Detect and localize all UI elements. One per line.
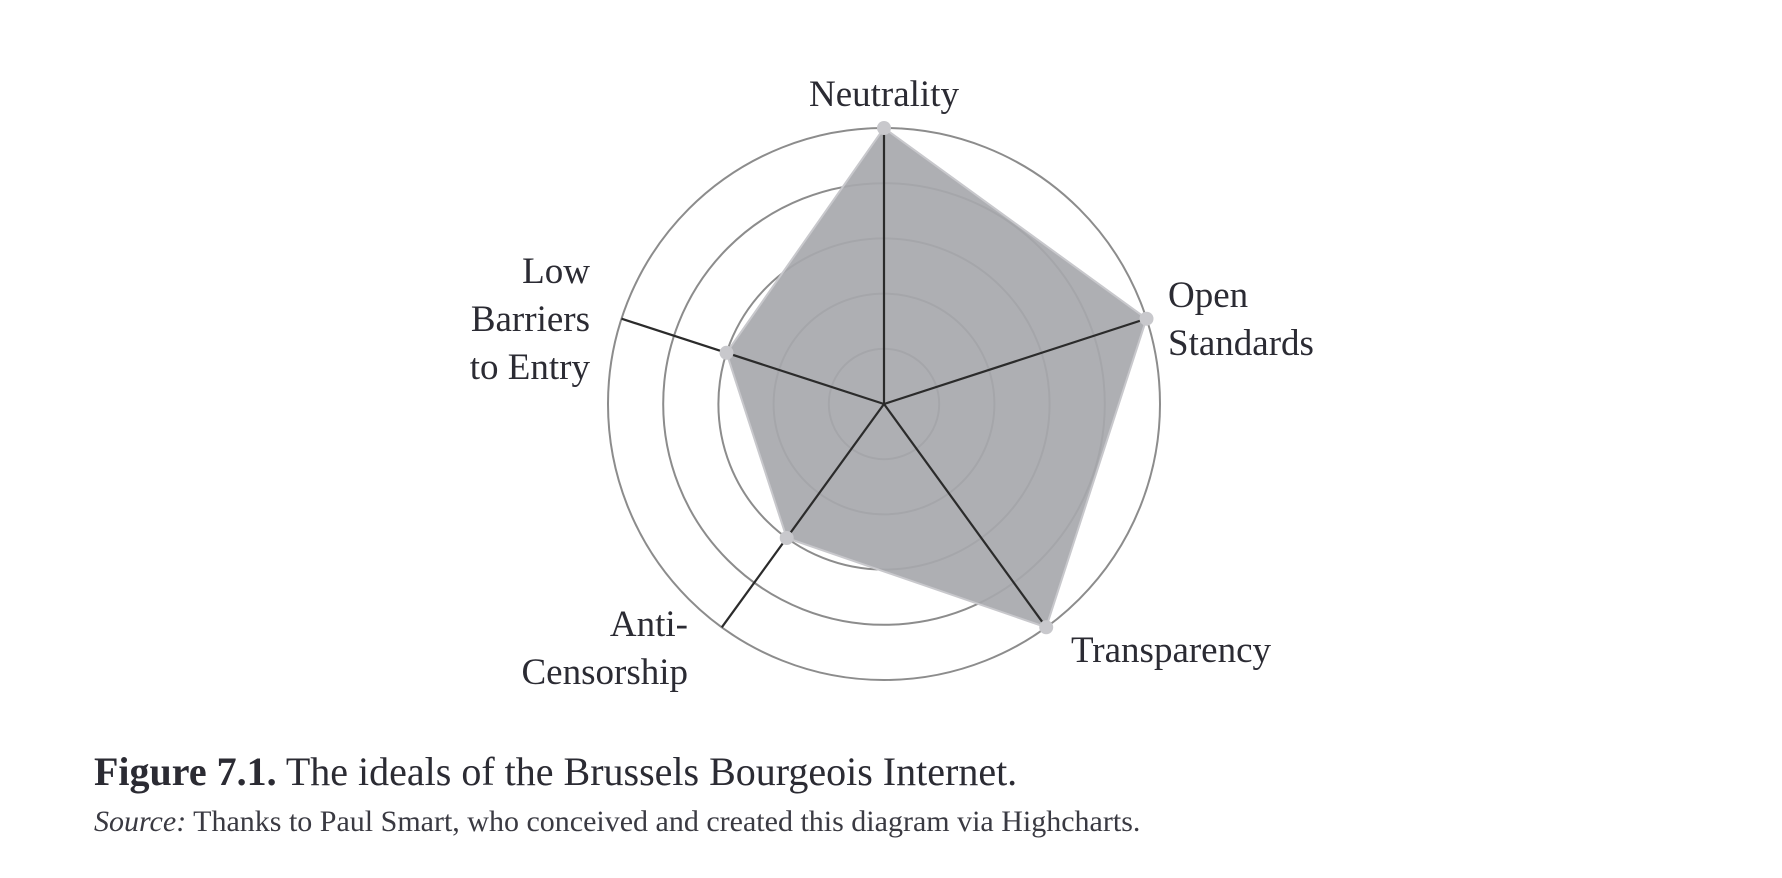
axis-label-anti-censorship-line-2: Censorship [522,652,689,693]
axis-label-transparency: Transparency [1071,630,1272,671]
axis-label-open-standards-line-1: Open [1168,275,1248,316]
axis-label-open-standards: Open Standards [1168,275,1314,364]
axis-label-anti-censorship: Anti- Censorship [522,604,689,693]
axis-label-anti-censorship-line-1: Anti- [610,604,688,645]
figure-source-label: Source: [94,805,187,838]
radar-series-polygon [725,126,1148,629]
radar-markers [719,121,1154,635]
radar-axes [621,128,1147,628]
radar-axis-anti-censorship [720,403,885,628]
radar-point-neutrality [877,121,891,135]
figure-source: Source: Thanks to Paul Smart, who concei… [94,804,1694,840]
radar-point-anti-censorship [779,531,794,545]
radar-point-transparency [1039,620,1054,635]
radar-axis-open-standards [883,317,1147,406]
figure-source-text: Thanks to Paul Smart, who conceived and … [186,805,1141,838]
radar-point-low-barriers [719,345,734,360]
axis-label-transparency-line-1: Transparency [1071,630,1272,671]
figure-caption: Figure 7.1. The ideals of the Brussels B… [94,748,1694,796]
radar-axis-labels: Neutrality Open Standards Transparency Anti-… [470,74,1314,693]
axis-label-neutrality: Neutrality [809,74,960,115]
radar-axis-low-barriers [621,317,885,406]
axis-label-neutrality-line-1: Neutrality [809,74,960,115]
radar-axis-transparency [883,403,1048,628]
axis-label-low-barriers: Low Barriers to Entry [470,251,591,388]
figure-caption-label: Figure 7.1. [94,749,277,794]
axis-label-open-standards-line-2: Standards [1168,323,1314,364]
radar-series-area [725,126,1148,629]
axis-label-low-barriers-line-3: to Entry [470,347,591,388]
axis-label-low-barriers-line-2: Barriers [471,299,590,340]
figure-caption-text: The ideals of the Brussels Bourgeois Int… [276,749,1018,794]
axis-label-low-barriers-line-1: Low [522,251,590,292]
radar-point-open-standards [1139,311,1154,326]
